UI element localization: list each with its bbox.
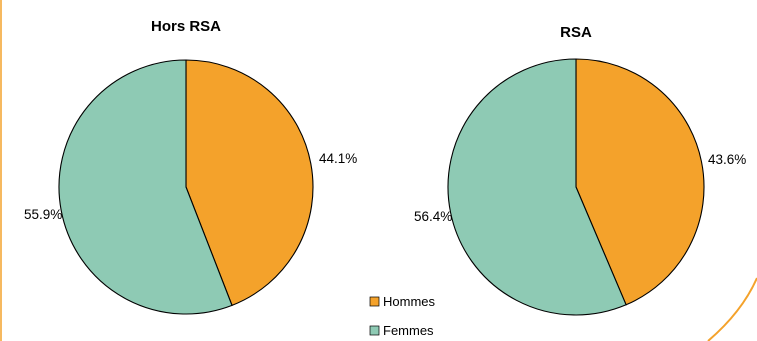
corner-accent-arc [707,277,757,341]
pie-chart-rsa: RSA 43.6% 56.4% [414,24,746,316]
slice-femmes-hors-rsa [58,59,233,315]
slice-hommes-hors-rsa [185,59,314,307]
chart-title-rsa: RSA [560,24,592,41]
slice-femmes-rsa [447,58,627,316]
chart-title-hors-rsa: Hors RSA [151,18,221,35]
legend-swatch-femmes [369,325,380,336]
label-hommes-rsa: 43.6% [708,152,746,167]
label-hommes-hors-rsa: 44.1% [319,151,357,166]
label-femmes-rsa: 56.4% [414,209,452,224]
legend-label-femmes: Femmes [383,323,434,338]
legend-swatch-hommes [369,296,380,307]
legend: Hommes Femmes [369,294,436,338]
legend-label-hommes: Hommes [383,294,436,309]
slice-hommes-rsa [575,58,705,306]
pie-chart-hors-rsa: Hors RSA 44.1% 55.9% [24,18,357,315]
label-femmes-hors-rsa: 55.9% [24,207,62,222]
